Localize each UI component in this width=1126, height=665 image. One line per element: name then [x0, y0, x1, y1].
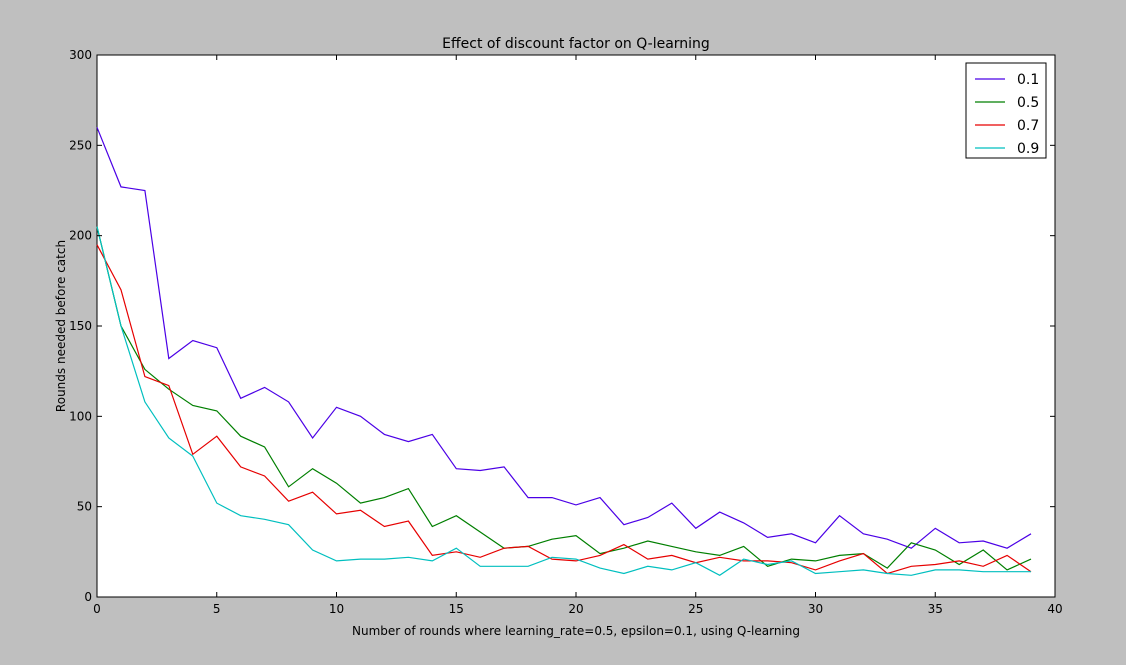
series-line-2: [96, 244, 1032, 575]
legend-label-0: 0.1: [1017, 72, 1039, 88]
x-tick-label: 10: [329, 602, 344, 616]
y-tick-label: 0: [84, 590, 92, 604]
legend-label-3: 0.9: [1017, 141, 1039, 157]
y-tick-label: 250: [69, 138, 92, 152]
y-tick-label: 300: [69, 48, 92, 62]
legend-label-2: 0.7: [1017, 118, 1039, 134]
x-tick-label: 20: [568, 602, 583, 616]
legend: 0.1 0.5 0.7 0.9: [965, 62, 1047, 159]
x-tick-label: 30: [808, 602, 823, 616]
y-axis-label: Rounds needed before catch: [54, 240, 68, 412]
y-tick-label: 50: [77, 500, 92, 514]
x-tick-label: 40: [1047, 602, 1062, 616]
ticks-layer: 0 5 10 15 20 25 30 35 40 0 50 100 150 200 250 300: [69, 48, 1063, 616]
x-tick-label: 0: [93, 602, 101, 616]
chart-title: Effect of discount factor on Q-learning: [442, 36, 710, 52]
legend-label-1: 0.5: [1017, 95, 1039, 111]
x-axis-label: Number of rounds where learning_rate=0.5…: [352, 624, 800, 638]
series-line-0: [96, 127, 1032, 549]
series-layer: [96, 127, 1032, 576]
x-tick-label: 25: [688, 602, 703, 616]
y-tick-label: 150: [69, 319, 92, 333]
x-tick-label: 5: [213, 602, 221, 616]
y-tick-label: 100: [69, 409, 92, 423]
y-tick-label: 200: [69, 229, 92, 243]
x-tick-label: 35: [928, 602, 943, 616]
x-tick-label: 15: [449, 602, 464, 616]
series-line-3: [96, 226, 1031, 576]
plot-area: [96, 54, 1056, 598]
series-line-1: [96, 226, 1032, 571]
